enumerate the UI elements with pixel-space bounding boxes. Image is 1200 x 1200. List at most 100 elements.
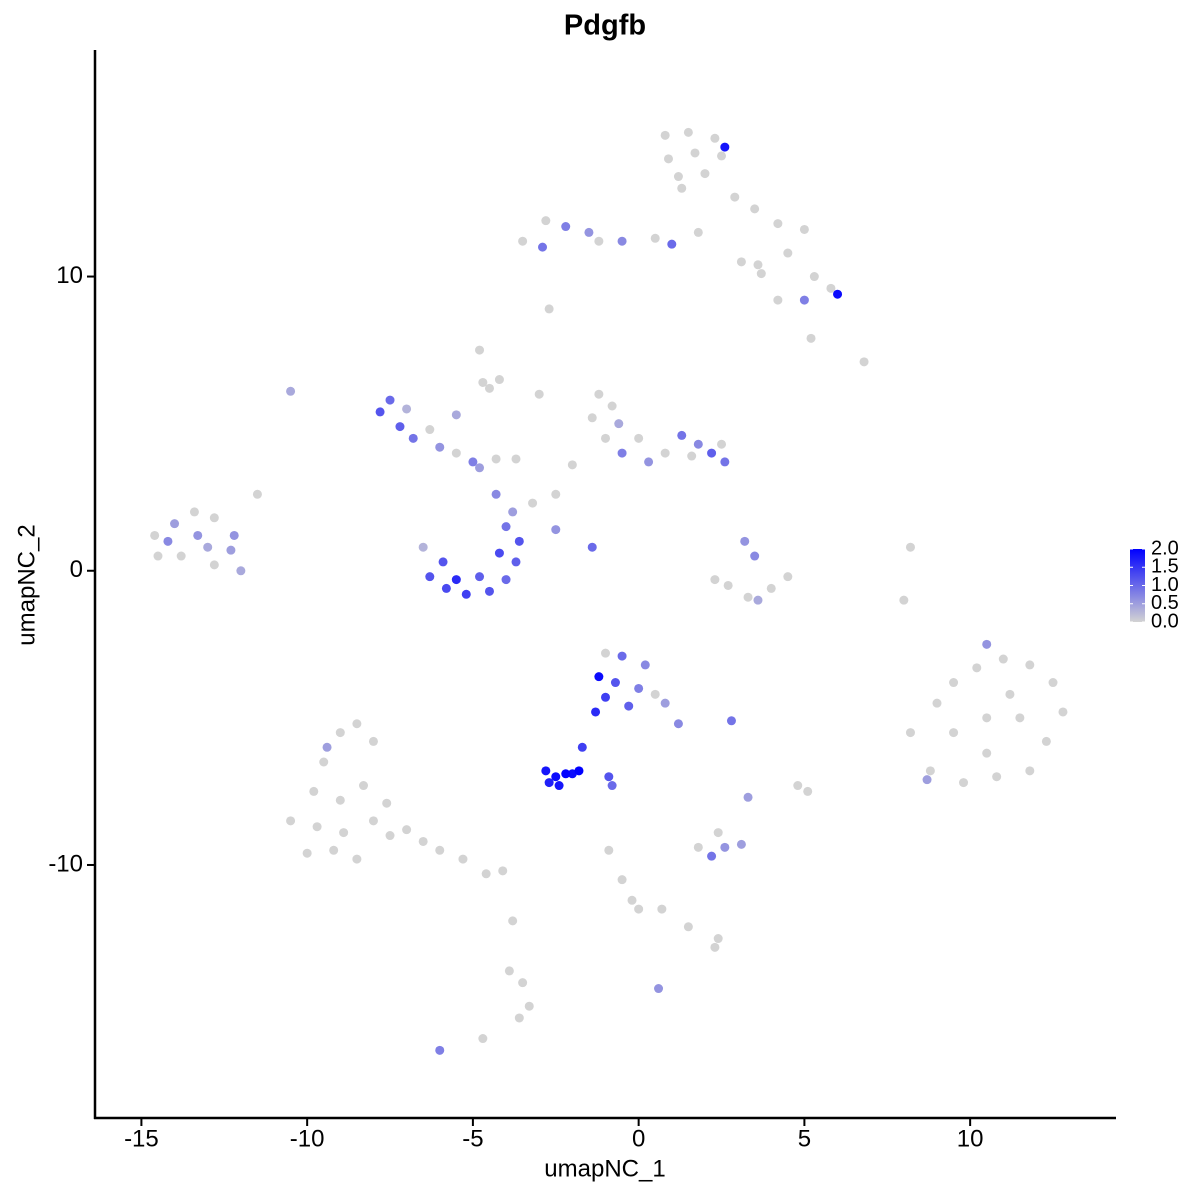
point bbox=[544, 778, 554, 788]
point bbox=[899, 595, 909, 605]
point bbox=[435, 845, 445, 855]
point bbox=[468, 457, 478, 467]
point bbox=[587, 413, 597, 423]
point bbox=[683, 127, 693, 137]
point bbox=[720, 842, 730, 852]
point bbox=[514, 1013, 524, 1023]
point bbox=[375, 407, 385, 417]
point bbox=[1015, 713, 1025, 723]
point bbox=[209, 560, 219, 570]
point bbox=[203, 542, 213, 552]
point bbox=[707, 851, 717, 861]
point bbox=[925, 766, 935, 776]
point bbox=[610, 678, 620, 688]
point bbox=[514, 536, 524, 546]
point bbox=[554, 781, 564, 791]
point bbox=[335, 728, 345, 738]
point bbox=[153, 551, 163, 561]
colorbar-tick-label: 0.0 bbox=[1151, 610, 1179, 632]
point bbox=[617, 448, 627, 458]
point bbox=[736, 839, 746, 849]
point bbox=[905, 542, 915, 552]
point bbox=[657, 904, 667, 914]
point bbox=[687, 451, 697, 461]
point bbox=[982, 639, 992, 649]
point bbox=[481, 869, 491, 879]
point bbox=[667, 239, 677, 249]
point bbox=[826, 283, 836, 293]
point bbox=[402, 404, 412, 414]
point bbox=[435, 1045, 445, 1055]
point bbox=[584, 227, 594, 237]
point bbox=[524, 1001, 534, 1011]
point bbox=[660, 448, 670, 458]
point bbox=[756, 269, 766, 279]
point bbox=[693, 439, 703, 449]
point bbox=[654, 984, 664, 994]
point bbox=[833, 289, 843, 299]
point bbox=[309, 786, 319, 796]
point bbox=[601, 648, 610, 658]
point bbox=[494, 375, 504, 385]
point bbox=[793, 781, 803, 791]
point bbox=[617, 236, 627, 246]
point bbox=[673, 172, 683, 182]
point bbox=[660, 698, 670, 708]
point bbox=[534, 389, 544, 399]
point bbox=[717, 151, 727, 161]
point bbox=[1048, 678, 1058, 688]
point bbox=[544, 304, 554, 314]
point bbox=[508, 507, 518, 517]
point bbox=[726, 716, 736, 726]
point bbox=[713, 934, 723, 944]
point bbox=[773, 219, 783, 229]
point bbox=[594, 236, 604, 246]
point bbox=[352, 854, 362, 864]
point bbox=[577, 742, 587, 752]
colorbar-tick-label: 1.0 bbox=[1151, 574, 1179, 596]
point bbox=[710, 575, 720, 585]
point bbox=[710, 133, 720, 143]
point bbox=[229, 530, 239, 540]
point bbox=[753, 595, 763, 605]
point bbox=[604, 772, 614, 782]
point bbox=[700, 169, 710, 179]
point bbox=[494, 548, 504, 558]
point bbox=[475, 345, 485, 355]
point bbox=[982, 748, 992, 758]
point bbox=[541, 766, 551, 776]
point bbox=[395, 422, 405, 432]
point bbox=[302, 848, 312, 858]
point bbox=[425, 425, 435, 435]
point bbox=[617, 651, 627, 661]
point bbox=[170, 519, 180, 529]
point bbox=[750, 551, 760, 561]
point bbox=[551, 489, 561, 499]
point bbox=[627, 895, 637, 905]
point bbox=[438, 557, 448, 567]
point bbox=[226, 545, 236, 555]
point bbox=[710, 942, 720, 952]
point bbox=[617, 875, 627, 885]
point bbox=[518, 978, 528, 988]
point bbox=[561, 769, 571, 779]
point bbox=[574, 766, 584, 776]
point bbox=[435, 442, 445, 452]
point bbox=[806, 333, 816, 343]
x-tick-label: -5 bbox=[462, 1125, 483, 1152]
point bbox=[408, 433, 418, 443]
point bbox=[551, 525, 561, 535]
point bbox=[551, 772, 561, 782]
point bbox=[650, 233, 660, 243]
point bbox=[591, 707, 601, 717]
point bbox=[189, 507, 199, 517]
point bbox=[720, 457, 730, 467]
point bbox=[385, 395, 395, 405]
point bbox=[418, 542, 428, 552]
colorbar-tick-label: 0.5 bbox=[1151, 592, 1179, 614]
chart-title: Pdgfb bbox=[564, 10, 646, 42]
point bbox=[607, 781, 617, 791]
point bbox=[312, 822, 322, 832]
point bbox=[418, 836, 428, 846]
